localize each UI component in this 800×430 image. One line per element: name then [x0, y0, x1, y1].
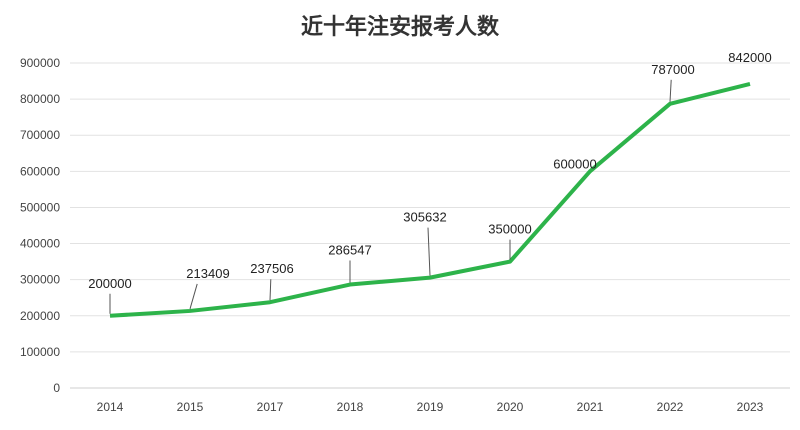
x-tick-label: 2019 — [417, 400, 444, 414]
y-tick-label: 0 — [53, 381, 60, 395]
x-tick-label: 2021 — [577, 400, 604, 414]
data-label: 350000 — [488, 222, 531, 237]
data-label: 787000 — [651, 62, 694, 77]
x-tick-label: 2020 — [497, 400, 524, 414]
chart-title: 近十年注安报考人数 — [301, 14, 500, 40]
x-tick-label: 2015 — [177, 400, 204, 414]
leader-line — [669, 79, 672, 102]
leader-line — [269, 279, 272, 301]
y-tick-label: 100000 — [20, 345, 60, 359]
x-tick-label: 2023 — [737, 400, 764, 414]
y-tick-label: 400000 — [20, 237, 60, 251]
y-tick-label: 500000 — [20, 200, 60, 214]
data-label: 237506 — [250, 261, 293, 276]
y-tick-label: 900000 — [20, 56, 60, 70]
x-tick-label: 2017 — [257, 400, 284, 414]
data-label: 286547 — [328, 243, 371, 258]
data-label: 213409 — [186, 266, 229, 281]
series-line — [109, 82, 751, 318]
data-label: 842000 — [728, 50, 771, 65]
leader-line — [189, 283, 198, 310]
y-tick-label: 600000 — [20, 164, 60, 178]
data-label: 305632 — [403, 210, 446, 225]
x-tick-label: 2014 — [97, 400, 124, 414]
y-tick-label: 700000 — [20, 128, 60, 142]
y-tick-label: 800000 — [20, 92, 60, 106]
x-tick-label: 2018 — [337, 400, 364, 414]
leader-line — [427, 227, 431, 276]
y-tick-label: 200000 — [20, 309, 60, 323]
data-label: 600000 — [553, 156, 596, 171]
y-tick-label: 300000 — [20, 273, 60, 287]
x-tick-label: 2022 — [657, 400, 684, 414]
data-label: 200000 — [88, 276, 131, 291]
